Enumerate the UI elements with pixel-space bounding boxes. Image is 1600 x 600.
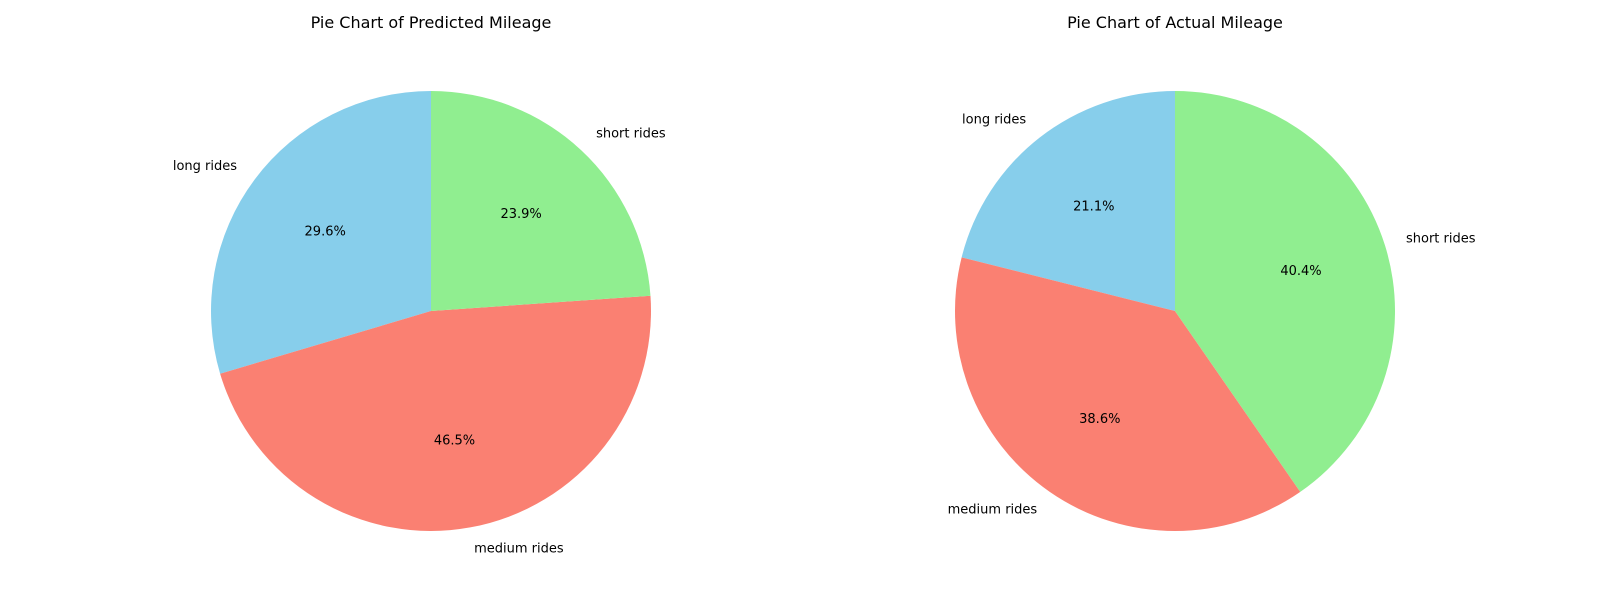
pct-label-actual-short-rides: 40.4% <box>1280 264 1321 279</box>
slice-label-actual-medium-rides: medium rides <box>948 502 1038 517</box>
pie-chart-actual: Pie Chart of Actual Mileage 21.1% long ri… <box>948 13 1476 532</box>
pct-label-actual-medium-rides: 38.6% <box>1079 412 1120 427</box>
pie-slice-actual-long-rides <box>961 91 1175 311</box>
pie-slice-predicted-long-rides <box>211 91 431 374</box>
pct-label-predicted-medium-rides: 46.5% <box>434 433 475 448</box>
pct-label-predicted-short-rides: 23.9% <box>500 207 541 222</box>
pct-label-predicted-long-rides: 29.6% <box>305 225 346 240</box>
pie-slice-predicted-short-rides <box>431 91 651 311</box>
pie-slice-actual-short-rides <box>1175 91 1396 492</box>
pie-slice-predicted-medium-rides <box>220 295 651 531</box>
chart-title-predicted: Pie Chart of Predicted Mileage <box>311 13 552 32</box>
slice-label-predicted-medium-rides: medium rides <box>474 542 564 557</box>
pct-label-actual-long-rides: 21.1% <box>1073 199 1114 214</box>
slice-label-predicted-short-rides: short rides <box>596 127 666 142</box>
slice-label-predicted-long-rides: long rides <box>173 159 237 174</box>
slice-label-actual-long-rides: long rides <box>962 113 1026 128</box>
slice-label-actual-short-rides: short rides <box>1406 231 1476 246</box>
pie-slice-actual-medium-rides <box>954 257 1301 532</box>
chart-title-actual: Pie Chart of Actual Mileage <box>1067 13 1283 32</box>
pie-chart-predicted: Pie Chart of Predicted Mileage 29.6% long… <box>173 13 666 557</box>
